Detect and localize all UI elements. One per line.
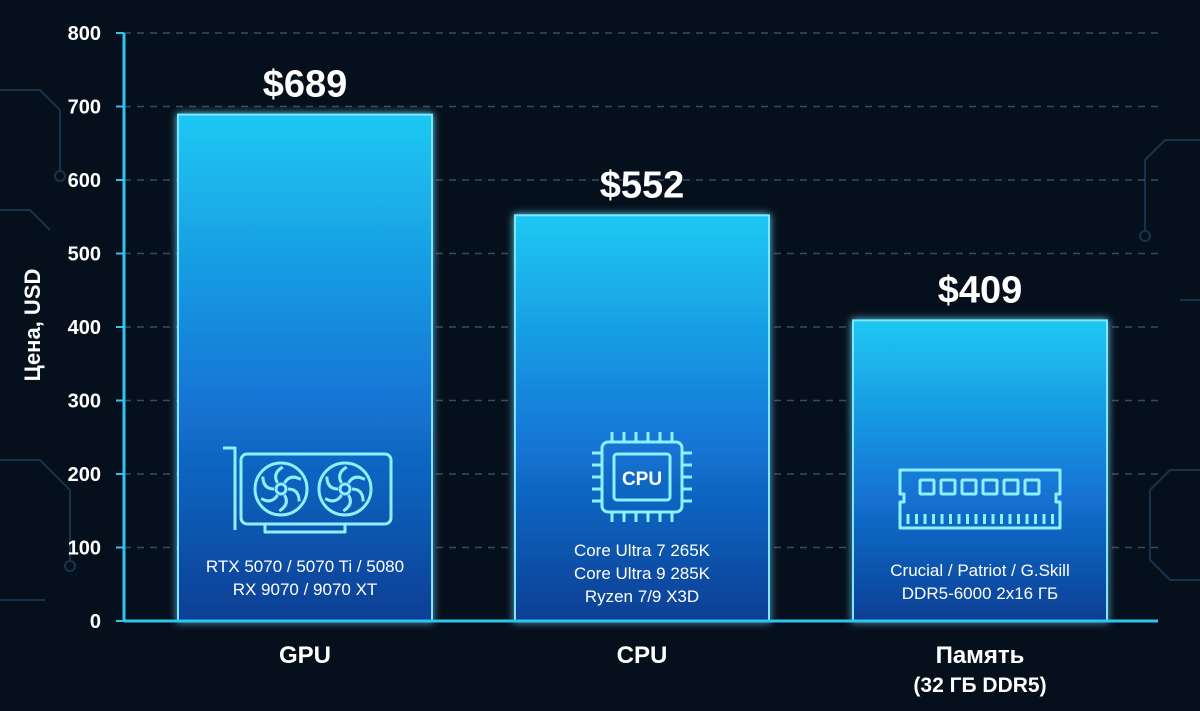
y-tick-label: 100 — [68, 538, 101, 560]
gpu-card-icon — [223, 446, 393, 534]
bar-detail-text: Crucial / Patriot / G.Skill — [890, 561, 1070, 580]
cpu-icon-text: CPU — [622, 469, 662, 490]
circuit-background — [0, 89, 1200, 601]
bar-detail-text: Core Ultra 7 265K — [574, 541, 711, 560]
x-tick-label: CPU — [617, 642, 668, 669]
ram-module-icon — [898, 468, 1062, 530]
bar-value-label: $689 — [263, 64, 348, 106]
bar-group-gpu: $689 RTX 5070 / 5070 Ti / 5080 RX 9070 / 9… — [177, 64, 433, 669]
y-tick-label: 700 — [68, 97, 101, 119]
bar-detail-text: Core Ultra 9 285K — [574, 564, 711, 583]
y-tick-label: 400 — [68, 317, 101, 339]
y-tick-label: 800 — [68, 23, 101, 45]
bar — [177, 113, 433, 623]
bar-value-label: $409 — [938, 269, 1023, 311]
bar-value-label: $552 — [600, 164, 685, 206]
y-tick-label: 500 — [68, 244, 101, 266]
y-tick-label: 300 — [68, 391, 101, 413]
y-tick-label: 0 — [90, 611, 101, 633]
x-tick-label: GPU — [279, 642, 331, 669]
y-axis-label: Цена, USD — [20, 269, 45, 382]
bar — [514, 214, 770, 622]
x-tick-sublabel: (32 ГБ DDR5) — [913, 674, 1046, 697]
bar-detail-text: Ryzen 7/9 X3D — [585, 587, 699, 606]
bar-group-cpu: $552 CPU Core Ultra 7 265K Core Ultra 9 285… — [514, 164, 770, 669]
y-tick-label: 200 — [68, 464, 101, 486]
x-tick-label: Память — [936, 642, 1025, 669]
bar-detail-text: DDR5-6000 2x16 ГБ — [902, 584, 1058, 603]
y-tick-labels: 0 100 200 300 400 500 600 700 800 — [68, 23, 101, 633]
bar-detail-text: RTX 5070 / 5070 Ti / 5080 — [206, 557, 404, 576]
bar-detail-text: RX 9070 / 9070 XT — [233, 580, 378, 599]
cpu-chip-icon: CPU — [592, 432, 692, 522]
y-tick-label: 600 — [68, 170, 101, 192]
axes — [116, 32, 1158, 623]
bars-layer: $689 RTX 5070 / 5070 Ti / 5080 RX 9070 / 9… — [177, 64, 1108, 697]
bar-group-память: $409 Crucial / Patriot / G.Skill DDR5-6000… — [852, 269, 1108, 697]
